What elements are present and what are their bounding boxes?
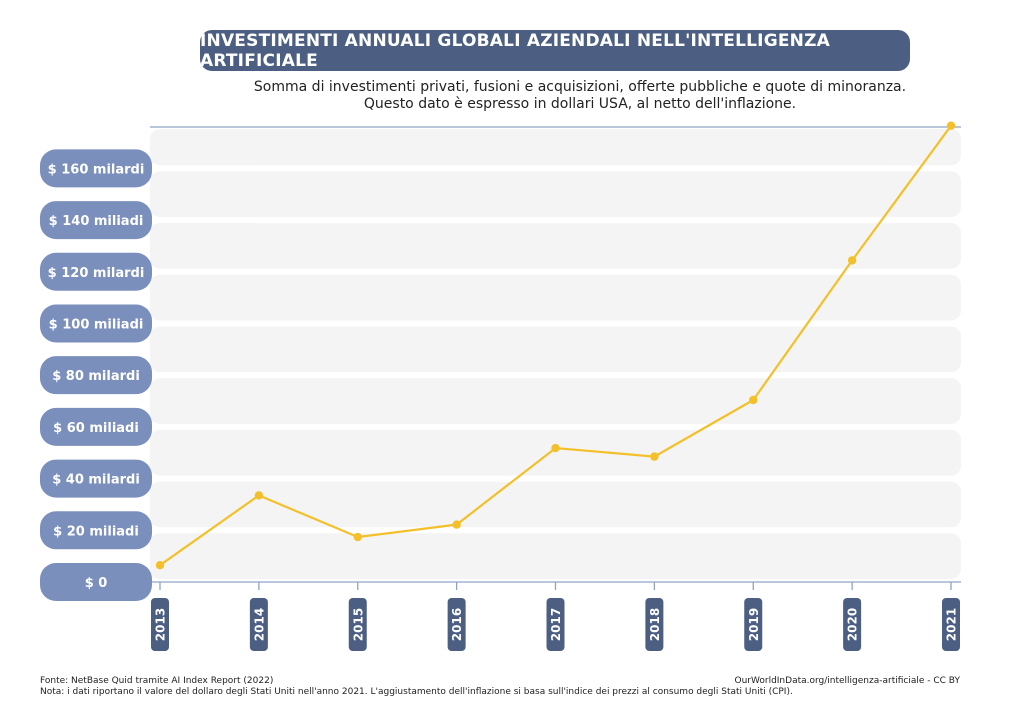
y-tick-pill <box>40 304 152 343</box>
x-tick-pill <box>249 598 268 651</box>
y-tick-label: $ 60 miliadi <box>53 421 139 436</box>
chart-subtitle-line-2: Questo dato è espresso in dollari USA, a… <box>363 96 797 112</box>
y-tick-label: $ 100 miliadi <box>49 317 144 332</box>
chart-title: INVESTIMENTI ANNUALI GLOBALI AZIENDALI N… <box>200 30 910 71</box>
grid-band <box>150 429 961 476</box>
x-tick-label: 2013 <box>154 608 168 641</box>
y-tick-pill <box>40 459 152 498</box>
x-tick-pill <box>447 598 466 651</box>
y-tick-pill <box>40 356 152 395</box>
y-tick-label: $ 0 <box>85 576 108 591</box>
data-point <box>254 491 264 500</box>
data-point <box>650 452 659 461</box>
x-tick-label: 2021 <box>945 608 959 641</box>
y-tick-label: $ 40 milardi <box>52 473 140 488</box>
source-note: Fonte: NetBase Quid tramite AI Index Rep… <box>40 676 274 686</box>
y-tick-label: $ 160 milardi <box>48 162 145 177</box>
x-tick-label: 2018 <box>648 608 662 641</box>
data-point <box>946 121 956 130</box>
grid-band <box>150 223 961 269</box>
data-point <box>847 256 857 265</box>
data-point <box>353 532 362 542</box>
grid-band <box>150 326 961 373</box>
y-tick-label: $ 20 miliadi <box>53 524 139 539</box>
y-tick-pill <box>40 201 152 240</box>
credit-link[interactable]: OurWorldInData.org/intelligenza-artifici… <box>734 676 961 686</box>
grid-band <box>150 274 961 321</box>
footnote: Nota: i dati riportano il valore del dol… <box>40 687 793 697</box>
x-tick-pill <box>348 598 367 651</box>
y-tick-pill <box>40 149 152 188</box>
y-tick-pill <box>40 511 152 550</box>
x-tick-label: 2014 <box>252 608 266 641</box>
x-tick-pill <box>843 598 862 651</box>
x-tick-label: 2016 <box>450 608 464 641</box>
x-tick-label: 2017 <box>549 608 563 641</box>
y-tick-label: $ 140 miliadi <box>49 214 144 229</box>
data-point <box>551 443 560 453</box>
x-tick-label: 2020 <box>846 608 860 641</box>
x-tick-pill <box>546 598 565 651</box>
y-tick-pill <box>40 252 152 291</box>
x-tick-pill <box>645 598 664 651</box>
x-tick-pill <box>744 598 763 651</box>
data-point <box>155 560 165 570</box>
x-tick-label: 2015 <box>351 608 365 641</box>
chart-subtitle-line-1: Somma di investimenti privati, fusioni e… <box>253 79 907 95</box>
grid-band <box>150 378 961 424</box>
x-tick-pill <box>942 598 960 651</box>
grid-band <box>150 129 961 166</box>
data-point <box>452 520 461 529</box>
data-point <box>749 395 758 405</box>
grid-band <box>150 481 961 528</box>
grid-band <box>150 533 961 579</box>
y-tick-pill <box>40 563 152 601</box>
grid-band <box>150 171 961 218</box>
y-tick-pill <box>40 407 152 446</box>
y-tick-label: $ 120 milardi <box>48 266 145 281</box>
x-tick-label: 2019 <box>747 608 761 641</box>
y-tick-label: $ 80 milardi <box>52 369 140 384</box>
x-tick-pill <box>151 598 169 651</box>
